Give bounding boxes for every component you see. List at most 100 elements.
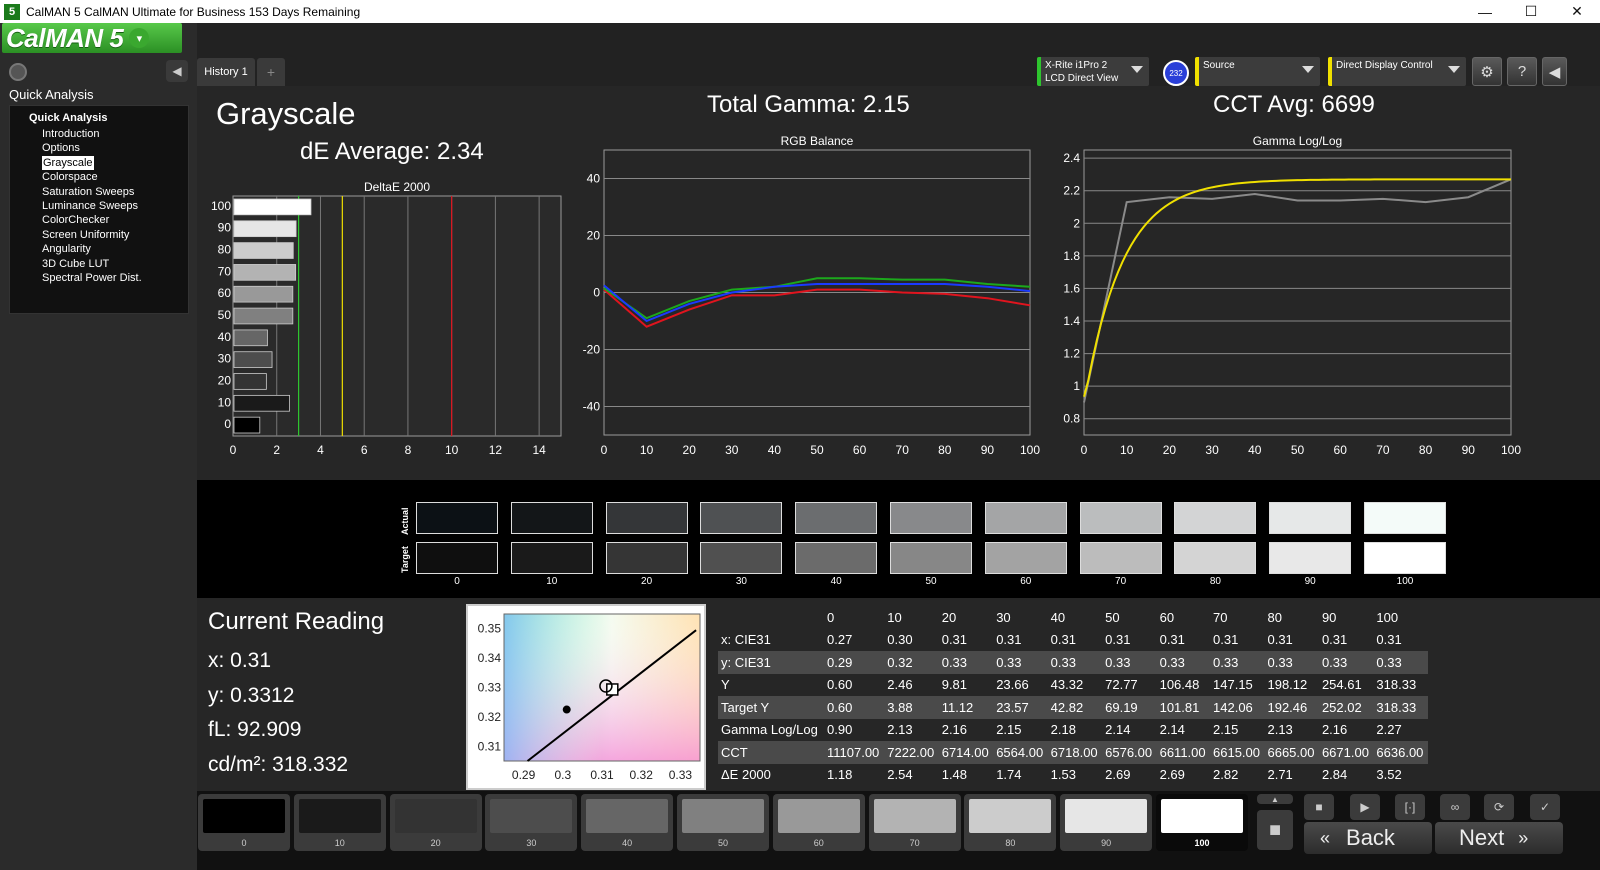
- patch-button-90[interactable]: 90: [1060, 794, 1153, 851]
- sidebar-collapse-button[interactable]: ◀: [166, 60, 188, 82]
- meter-selector[interactable]: X-Rite i1Pro 2 LCD Direct View: [1037, 57, 1149, 86]
- patch-button-30[interactable]: 30: [485, 794, 578, 851]
- tick-label: 2.2: [1063, 184, 1080, 198]
- tree-item-grayscale[interactable]: Grayscale: [42, 155, 188, 171]
- total-gamma: Total Gamma: 2.15: [707, 91, 910, 118]
- column-header: 0: [827, 609, 835, 625]
- bar: [233, 329, 268, 347]
- tree-item-angularity[interactable]: Angularity: [42, 242, 188, 256]
- add-tab-button[interactable]: +: [257, 58, 285, 86]
- tree-item-screen-uniformity[interactable]: Screen Uniformity: [42, 228, 188, 242]
- maximize-button[interactable]: ☐: [1524, 3, 1538, 19]
- stop-icon: ■: [1315, 800, 1323, 814]
- patch-label: 80: [1005, 838, 1016, 848]
- category-label: 10: [218, 395, 232, 409]
- swatch-level-label: 40: [830, 576, 842, 587]
- chevron-left-icon: ◀: [1548, 63, 1561, 81]
- chevron-down-icon[interactable]: [1302, 66, 1314, 73]
- play-button[interactable]: ▶: [1350, 794, 1380, 820]
- target-swatch: [890, 542, 972, 574]
- table-cell: 42.82: [1047, 696, 1103, 719]
- tree-item-label: Saturation Sweeps: [42, 185, 135, 198]
- patch-button-80[interactable]: 80: [964, 794, 1057, 851]
- record-icon[interactable]: [9, 63, 27, 81]
- table-cell: 2.18: [1050, 722, 1076, 738]
- tree-item-saturation-sweeps[interactable]: Saturation Sweeps: [42, 185, 188, 199]
- column-header: [718, 606, 824, 629]
- chevron-down-icon[interactable]: ▾: [129, 28, 150, 48]
- calman-logo-menu[interactable]: CalMAN 5 ▾: [2, 23, 182, 53]
- table-cell: 2.14: [1105, 722, 1131, 738]
- bar: [233, 307, 294, 325]
- swatch-level-label: 60: [1020, 576, 1032, 587]
- actual-swatch: [510, 502, 593, 534]
- stop-measure-button[interactable]: ■: [1304, 794, 1334, 820]
- patch-button-70[interactable]: 70: [868, 794, 961, 851]
- panel-collapse-button[interactable]: ◀: [1542, 57, 1567, 86]
- swatch-level-label: 20: [641, 576, 653, 587]
- help-button[interactable]: ?: [1507, 57, 1537, 86]
- loop-button[interactable]: ∞: [1440, 794, 1470, 820]
- tick-label: 40: [1248, 443, 1262, 457]
- patch-label: 70: [909, 838, 920, 848]
- tree-root[interactable]: Quick Analysis: [29, 112, 108, 124]
- sidebar-header: Quick Analysis: [9, 87, 94, 102]
- table-cell: 2.82: [1213, 767, 1239, 783]
- tree-item-luminance-sweeps[interactable]: Luminance Sweeps: [42, 199, 188, 213]
- patch-swatch: [873, 799, 956, 833]
- patch-button-0[interactable]: 0: [198, 794, 290, 851]
- table-cell: 318.33: [1376, 677, 1417, 693]
- patch-button-60[interactable]: 60: [772, 794, 865, 851]
- tree-item-options[interactable]: Options: [42, 141, 188, 155]
- tree-item-label: Introduction: [42, 128, 100, 140]
- tree-item-introduction[interactable]: Introduction: [42, 127, 188, 141]
- target-swatch: [1174, 542, 1257, 574]
- table-cell: 9.81: [941, 677, 968, 693]
- tree-item-colorspace[interactable]: Colorspace: [42, 170, 188, 184]
- check-icon: ✓: [1539, 800, 1551, 814]
- table-cell: 0.31: [996, 632, 1022, 648]
- patch-button-40[interactable]: 40: [581, 794, 674, 851]
- settings-button[interactable]: ⚙: [1472, 57, 1502, 86]
- table-row: Gamma Log/Log 0.90 2.13 2.16 2.15 2.18 2.14 2.1…: [718, 719, 1428, 742]
- close-button[interactable]: ✕: [1571, 3, 1583, 19]
- tree-item-spectral-power-dist[interactable]: Spectral Power Dist.: [42, 271, 188, 285]
- tick-label: -20: [583, 343, 601, 357]
- refresh-button[interactable]: ⟳: [1484, 794, 1514, 820]
- up-button[interactable]: ▲: [1257, 794, 1293, 804]
- tick-label: 0.3: [554, 768, 571, 782]
- patch-button-100[interactable]: 100: [1156, 794, 1248, 851]
- table-row: Target Y 0.60 3.88 11.12 23.57 42.82 69.19 101.…: [718, 696, 1428, 719]
- patch-button-10[interactable]: 10: [293, 794, 386, 851]
- tick-label: 20: [683, 443, 697, 457]
- tick-label: 6: [361, 443, 368, 457]
- chevron-down-icon[interactable]: [1131, 66, 1143, 73]
- actual-swatch: [1079, 502, 1162, 534]
- table-row: x: CIE31 0.27 0.30 0.31 0.31 0.31 0.31 0.31 0.31…: [718, 629, 1428, 652]
- meter-badge[interactable]: 232: [1163, 60, 1189, 86]
- patch-button-20[interactable]: 20: [389, 794, 482, 851]
- patch-button-50[interactable]: 50: [677, 794, 769, 851]
- table-cell: 6671.00: [1318, 741, 1374, 764]
- chevron-down-icon[interactable]: [1448, 66, 1460, 73]
- display-selector[interactable]: Direct Display Control: [1328, 57, 1466, 86]
- meter-mode: LCD Direct View: [1045, 73, 1119, 84]
- tree-item-3d-cube-lut[interactable]: 3D Cube LUT: [42, 257, 188, 271]
- back-button[interactable]: « Back: [1304, 822, 1432, 854]
- patch-label: 100: [1194, 838, 1210, 848]
- actual-swatch: [1269, 502, 1352, 534]
- tick-label: 0.31: [590, 768, 614, 782]
- tree-item-label: ColorChecker: [42, 214, 110, 227]
- column-header: 30: [996, 609, 1011, 625]
- sidebar: CalMAN 5 ▾ ◀ Quick Analysis Quick Analys…: [0, 23, 197, 870]
- source-selector[interactable]: Source: [1195, 57, 1320, 86]
- tree-item-colorchecker[interactable]: ColorChecker: [42, 213, 188, 227]
- confirm-button[interactable]: ✓: [1530, 794, 1560, 820]
- bracket-button[interactable]: [·]: [1395, 794, 1425, 820]
- tab-history-1[interactable]: History 1: [197, 58, 255, 86]
- next-button[interactable]: Next »: [1435, 822, 1563, 854]
- stop-button[interactable]: ■: [1257, 810, 1293, 850]
- tick-label: 30: [1205, 443, 1219, 457]
- minimize-button[interactable]: —: [1478, 3, 1492, 20]
